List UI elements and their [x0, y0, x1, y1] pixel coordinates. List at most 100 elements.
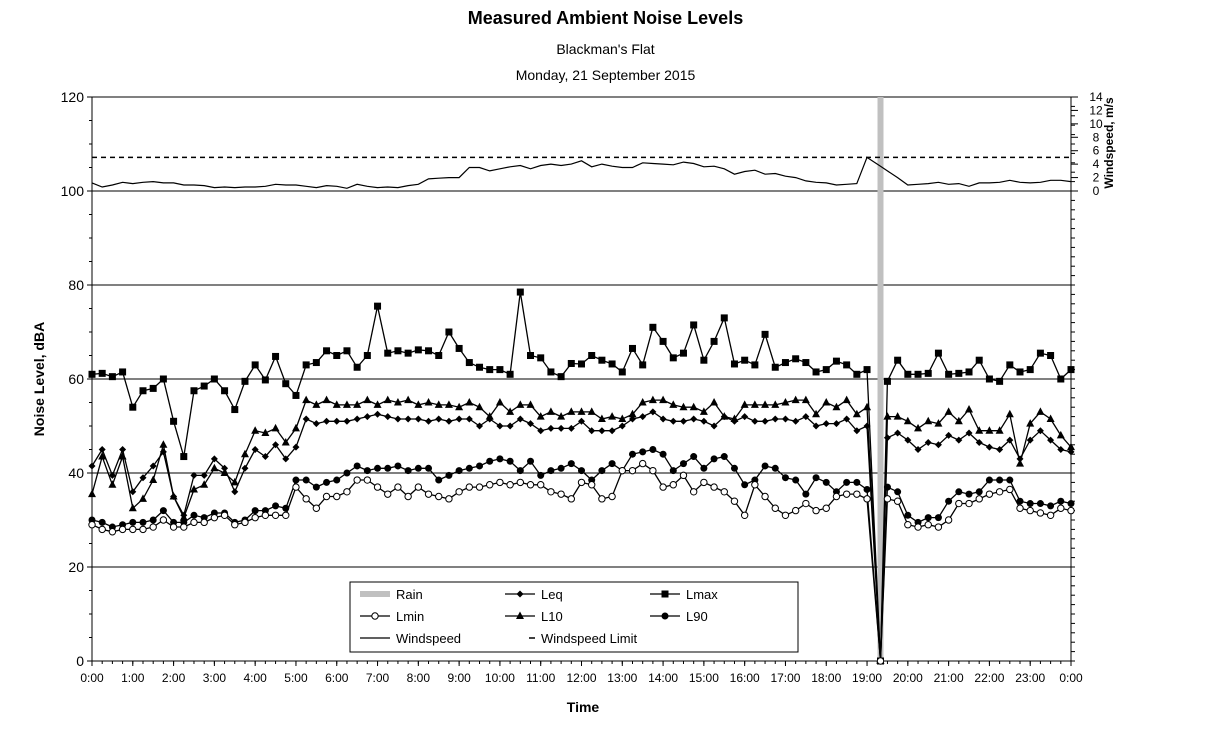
x-tick-label: 5:00	[284, 671, 308, 685]
l10-point	[587, 407, 596, 415]
lmin-point	[557, 490, 565, 498]
l10-point	[424, 398, 433, 406]
l10-point	[149, 475, 158, 484]
rain-bar	[877, 97, 884, 661]
leq-point	[496, 422, 504, 430]
lmin-point	[88, 521, 96, 529]
lmin-point	[465, 483, 474, 491]
l10-point	[159, 440, 168, 448]
l90-point	[822, 478, 830, 486]
lmax-point	[108, 373, 116, 381]
l90-point	[149, 516, 157, 524]
l90-point	[659, 450, 667, 458]
l90-point	[1006, 476, 1014, 484]
lmin-point	[567, 495, 576, 503]
x-tick-label: 13:00	[607, 671, 637, 685]
l90-point	[567, 460, 575, 468]
leq-point	[853, 427, 861, 435]
leq-point	[210, 455, 218, 463]
leq-point	[771, 415, 779, 423]
l90-point	[455, 467, 463, 475]
lmin-point	[129, 525, 137, 534]
l90-point	[190, 511, 198, 519]
legend: Rain Leq Lmax Lmin L10 L90 Windspeed Windspeed …	[349, 581, 799, 653]
leq-point	[129, 488, 137, 496]
l10-point	[444, 400, 453, 408]
lmin-point	[394, 483, 402, 491]
lmax-point	[751, 361, 759, 369]
l90-point	[374, 464, 382, 472]
l90-point	[578, 467, 585, 475]
lmax-point	[496, 366, 504, 374]
y-tick-label: 80	[68, 277, 84, 293]
leq-point	[363, 413, 371, 421]
windspeed-line	[91, 156, 1072, 189]
l10-point	[332, 400, 341, 408]
l90-point	[904, 511, 912, 519]
series-l90	[88, 446, 1075, 665]
lmax-point	[1057, 375, 1065, 383]
lmax-point	[282, 380, 290, 388]
lmin-point	[689, 488, 698, 496]
legend-entry-l10: L10	[505, 609, 563, 624]
l10-point	[648, 395, 657, 404]
l90-point	[557, 464, 565, 472]
lmin-point	[812, 506, 820, 515]
lmin-point	[618, 466, 626, 475]
x-tick-label: 0:00	[1059, 671, 1083, 685]
l10-point	[465, 398, 474, 406]
lmax-point	[272, 352, 280, 360]
lmax-point	[578, 360, 585, 368]
lmax-point	[241, 377, 249, 385]
legend-box	[349, 581, 799, 653]
lmin-point	[231, 521, 239, 529]
l90-point	[516, 467, 524, 475]
chart-title: Measured Ambient Noise Levels	[467, 8, 744, 28]
lmax-point	[741, 356, 749, 364]
lmax-point	[292, 391, 300, 399]
legend-entry-l90: L90	[650, 609, 708, 624]
l10-point	[750, 400, 759, 408]
l10-point	[536, 412, 545, 420]
l10-point	[475, 402, 484, 411]
legend-marker	[516, 611, 524, 619]
leq-point	[608, 427, 616, 435]
lmax-point	[894, 356, 902, 364]
l90-point	[343, 469, 351, 477]
lmax-point	[312, 359, 320, 367]
leq-point	[455, 415, 463, 423]
leq-point	[261, 453, 269, 461]
l90-point	[781, 474, 789, 482]
l90-point	[333, 476, 341, 484]
l10-point	[934, 419, 943, 427]
leq-point	[679, 417, 687, 425]
l10-point	[404, 395, 413, 404]
l10-point	[689, 402, 698, 411]
lmin-point	[638, 459, 647, 468]
l90-point	[506, 457, 514, 465]
leq-point	[557, 424, 565, 432]
l10-point	[1046, 414, 1055, 422]
leq-point	[812, 422, 820, 430]
l10-point	[302, 395, 311, 404]
lmin-point	[598, 495, 606, 503]
l10-point	[108, 480, 117, 488]
l90-point	[496, 455, 504, 463]
lmax-point	[231, 406, 239, 414]
l10-point	[1067, 442, 1075, 451]
leq-point	[353, 415, 361, 423]
lmax-point	[863, 366, 871, 374]
legend-marker	[661, 612, 669, 620]
l90-point	[924, 514, 932, 522]
lmin-point	[628, 466, 637, 475]
l90-point	[486, 457, 494, 465]
l10-point	[659, 395, 668, 404]
x-tick-label: 8:00	[407, 671, 431, 685]
leq-point	[231, 488, 239, 496]
lmin-point	[659, 483, 667, 491]
leq-point	[445, 417, 453, 425]
l10-point	[322, 395, 331, 404]
legend-label: Windspeed Limit	[541, 631, 637, 646]
l10-point	[914, 423, 923, 432]
lmin-point	[771, 504, 779, 512]
